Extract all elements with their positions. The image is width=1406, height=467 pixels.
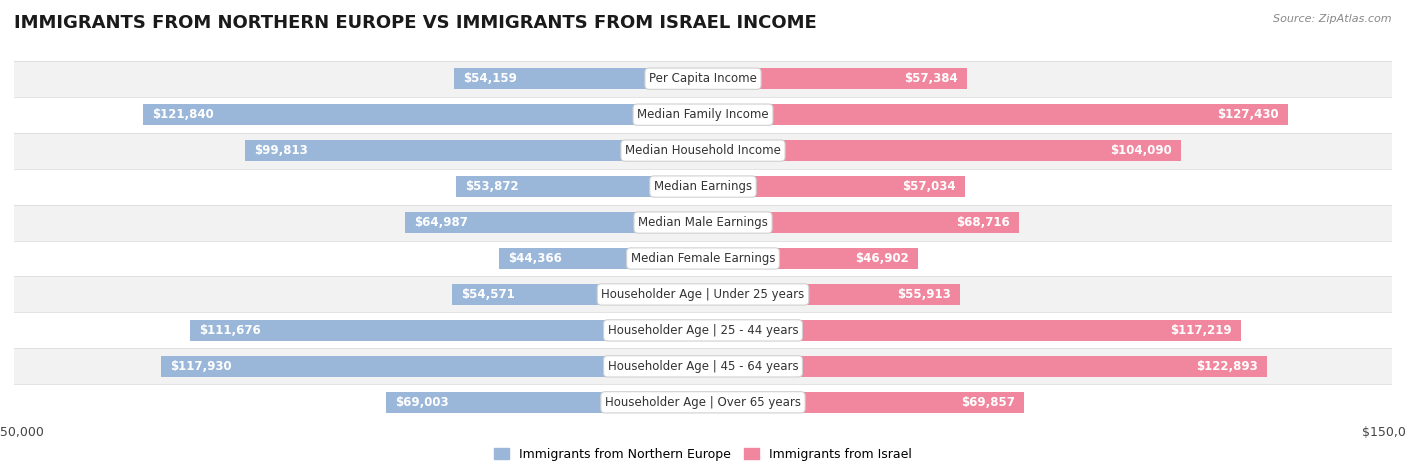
Bar — [143, 104, 703, 126]
Bar — [387, 391, 703, 413]
Bar — [703, 140, 1181, 162]
Text: $127,430: $127,430 — [1218, 108, 1279, 121]
Text: Median Female Earnings: Median Female Earnings — [631, 252, 775, 265]
Bar — [703, 248, 918, 269]
Bar — [703, 104, 1288, 126]
Text: Median Earnings: Median Earnings — [654, 180, 752, 193]
Bar — [405, 212, 703, 234]
Bar — [14, 312, 1392, 348]
Text: Median Family Income: Median Family Income — [637, 108, 769, 121]
Bar — [703, 283, 960, 305]
Text: Householder Age | Over 65 years: Householder Age | Over 65 years — [605, 396, 801, 409]
Bar — [14, 384, 1392, 420]
Text: $68,716: $68,716 — [956, 216, 1010, 229]
Text: $122,893: $122,893 — [1197, 360, 1258, 373]
Bar — [703, 391, 1024, 413]
Bar — [14, 97, 1392, 133]
Text: $46,902: $46,902 — [855, 252, 910, 265]
Text: $53,872: $53,872 — [465, 180, 519, 193]
Text: $57,384: $57,384 — [904, 72, 957, 85]
Bar — [703, 355, 1267, 377]
Text: $44,366: $44,366 — [509, 252, 562, 265]
Text: Householder Age | 45 - 64 years: Householder Age | 45 - 64 years — [607, 360, 799, 373]
Bar — [245, 140, 703, 162]
Bar — [703, 176, 965, 198]
Legend: Immigrants from Northern Europe, Immigrants from Israel: Immigrants from Northern Europe, Immigra… — [495, 448, 911, 461]
Text: Median Male Earnings: Median Male Earnings — [638, 216, 768, 229]
Text: Source: ZipAtlas.com: Source: ZipAtlas.com — [1274, 14, 1392, 24]
Bar — [14, 241, 1392, 276]
Bar — [454, 68, 703, 90]
Text: Householder Age | 25 - 44 years: Householder Age | 25 - 44 years — [607, 324, 799, 337]
Bar — [162, 355, 703, 377]
Text: $117,219: $117,219 — [1171, 324, 1232, 337]
Bar — [190, 319, 703, 341]
Text: IMMIGRANTS FROM NORTHERN EUROPE VS IMMIGRANTS FROM ISRAEL INCOME: IMMIGRANTS FROM NORTHERN EUROPE VS IMMIG… — [14, 14, 817, 32]
Text: $117,930: $117,930 — [170, 360, 232, 373]
Bar — [14, 61, 1392, 97]
Bar — [14, 133, 1392, 169]
Bar — [456, 176, 703, 198]
Text: $111,676: $111,676 — [200, 324, 262, 337]
Bar — [14, 205, 1392, 241]
Bar — [14, 276, 1392, 312]
Text: $57,034: $57,034 — [903, 180, 956, 193]
Bar — [703, 319, 1241, 341]
Text: $54,571: $54,571 — [461, 288, 515, 301]
Text: Per Capita Income: Per Capita Income — [650, 72, 756, 85]
Text: $99,813: $99,813 — [253, 144, 308, 157]
Bar — [499, 248, 703, 269]
Text: $69,003: $69,003 — [395, 396, 449, 409]
Text: $55,913: $55,913 — [897, 288, 950, 301]
Text: $64,987: $64,987 — [413, 216, 468, 229]
Bar — [453, 283, 703, 305]
Text: $54,159: $54,159 — [464, 72, 517, 85]
Bar — [14, 348, 1392, 384]
Text: $121,840: $121,840 — [153, 108, 214, 121]
Text: $69,857: $69,857 — [960, 396, 1015, 409]
Bar — [703, 68, 966, 90]
Text: $104,090: $104,090 — [1111, 144, 1171, 157]
Text: Median Household Income: Median Household Income — [626, 144, 780, 157]
Text: Householder Age | Under 25 years: Householder Age | Under 25 years — [602, 288, 804, 301]
Bar — [14, 169, 1392, 205]
Bar — [703, 212, 1018, 234]
